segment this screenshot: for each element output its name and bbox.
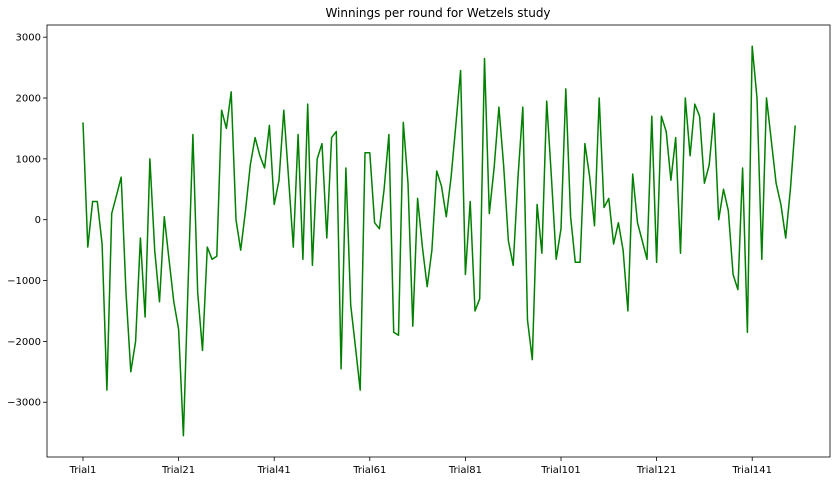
x-tick-label: Trial41 (257, 465, 291, 476)
y-tick-label: 3000 (16, 33, 41, 44)
series-line (82, 45, 796, 437)
chart-title: Winnings per round for Wetzels study (325, 6, 550, 20)
x-tick-label: Trial61 (352, 465, 386, 476)
x-tick-label: Trial21 (161, 465, 195, 476)
x-tick-label: Trial1 (69, 465, 97, 476)
y-tick-label: 2000 (16, 94, 41, 105)
y-tick-label: −3000 (7, 398, 41, 409)
y-tick-label: −2000 (7, 337, 41, 348)
x-tick-label: Trial121 (636, 465, 677, 476)
x-tick-label: Trial101 (540, 465, 581, 476)
y-tick-label: −1000 (7, 276, 41, 287)
series-layer (82, 45, 796, 437)
y-tick-label: 0 (35, 215, 41, 226)
x-tick-label: Trial141 (731, 465, 772, 476)
x-axis: Trial1 Trial21 Trial41 Trial61 Trial81 Trial1… (69, 457, 772, 476)
y-tick-label: 1000 (16, 154, 41, 165)
x-tick-label: Trial81 (448, 465, 482, 476)
y-axis: 3000 2000 1000 0 −1000 −2000 −3000 (7, 33, 47, 409)
plot-area-frame (46, 24, 831, 458)
